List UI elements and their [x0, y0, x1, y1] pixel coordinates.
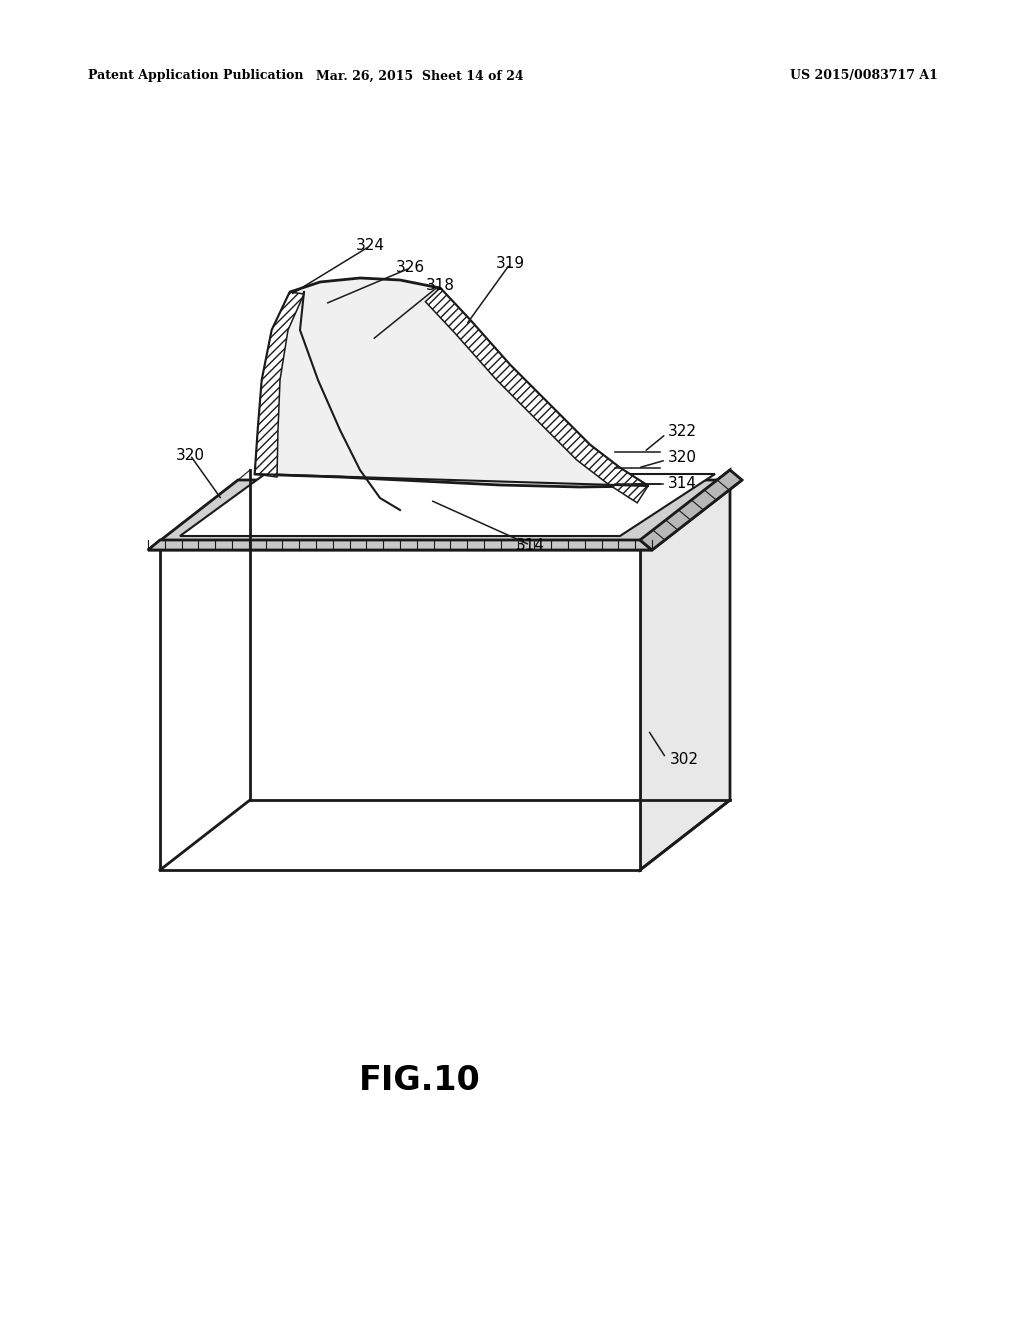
Polygon shape	[255, 279, 648, 487]
Text: Patent Application Publication: Patent Application Publication	[88, 70, 303, 82]
Text: 320: 320	[175, 447, 205, 462]
Text: 302: 302	[670, 752, 699, 767]
Text: US 2015/0083717 A1: US 2015/0083717 A1	[791, 70, 938, 82]
Polygon shape	[640, 470, 742, 550]
Text: 320: 320	[668, 450, 697, 466]
Text: 318: 318	[426, 277, 455, 293]
Polygon shape	[425, 288, 648, 503]
Polygon shape	[180, 474, 715, 536]
Text: 314: 314	[515, 537, 545, 553]
Polygon shape	[148, 540, 652, 550]
Text: Mar. 26, 2015  Sheet 14 of 24: Mar. 26, 2015 Sheet 14 of 24	[316, 70, 524, 82]
Text: FIG.10: FIG.10	[359, 1064, 481, 1097]
Text: 314: 314	[668, 477, 697, 491]
Polygon shape	[148, 480, 742, 550]
Text: 324: 324	[355, 239, 384, 253]
Polygon shape	[640, 470, 730, 870]
Text: 326: 326	[395, 260, 425, 276]
Text: 322: 322	[668, 425, 697, 440]
Polygon shape	[255, 292, 304, 477]
Polygon shape	[160, 540, 640, 870]
Text: 319: 319	[496, 256, 524, 272]
